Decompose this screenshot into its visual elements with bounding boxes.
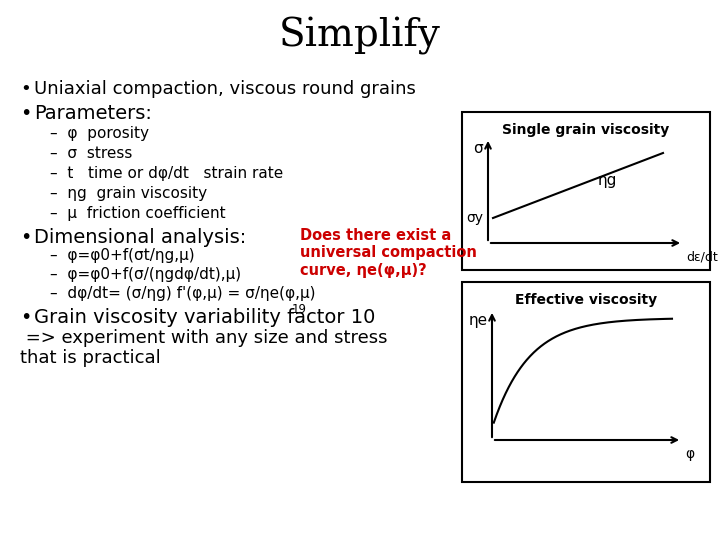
Text: φ: φ [685,447,694,461]
Text: σy: σy [466,211,483,225]
Text: Effective viscosity: Effective viscosity [515,293,657,307]
Text: ηg: ηg [598,173,617,188]
Text: –  dφ/dt= (σ/ηg) f'(φ,μ) = σ/ηe(φ,μ): – dφ/dt= (σ/ηg) f'(φ,μ) = σ/ηe(φ,μ) [50,286,315,301]
Text: Parameters:: Parameters: [34,104,152,123]
Text: Does there exist a
universal compaction
curve, ηe(φ,μ)?: Does there exist a universal compaction … [300,228,477,278]
Text: –  φ=φ0+f(σ/(ηgdφ/dt),μ): – φ=φ0+f(σ/(ηgdφ/dt),μ) [50,267,241,282]
Text: ηe: ηe [469,313,488,328]
Text: dε/dt: dε/dt [686,251,718,264]
Text: •: • [20,308,32,327]
Text: Single grain viscosity: Single grain viscosity [503,123,670,137]
Text: –  μ  friction coefficient: – μ friction coefficient [50,206,225,221]
Text: => experiment with any size and stress: => experiment with any size and stress [20,329,387,347]
Text: •: • [20,80,31,98]
Text: –  ηg  grain viscosity: – ηg grain viscosity [50,186,207,201]
Text: Simplify: Simplify [279,17,441,55]
Text: –  t   time or dφ/dt   strain rate: – t time or dφ/dt strain rate [50,166,283,181]
Text: –  φ  porosity: – φ porosity [50,126,149,141]
Text: Grain viscosity variability factor 10: Grain viscosity variability factor 10 [34,308,375,327]
Text: Dimensional analysis:: Dimensional analysis: [34,228,246,247]
Text: that is practical: that is practical [20,349,161,367]
Bar [462,112,710,270]
Text: σ: σ [473,141,483,156]
Text: •: • [20,104,32,123]
Text: –  φ=φ0+f(σt/ηg,μ): – φ=φ0+f(σt/ηg,μ) [50,248,194,263]
Text: Uniaxial compaction, viscous round grains: Uniaxial compaction, viscous round grain… [34,80,416,98]
Text: •: • [20,228,32,247]
Text: 19: 19 [292,303,307,316]
Text: –  σ  stress: – σ stress [50,146,132,161]
Bar [462,282,710,482]
